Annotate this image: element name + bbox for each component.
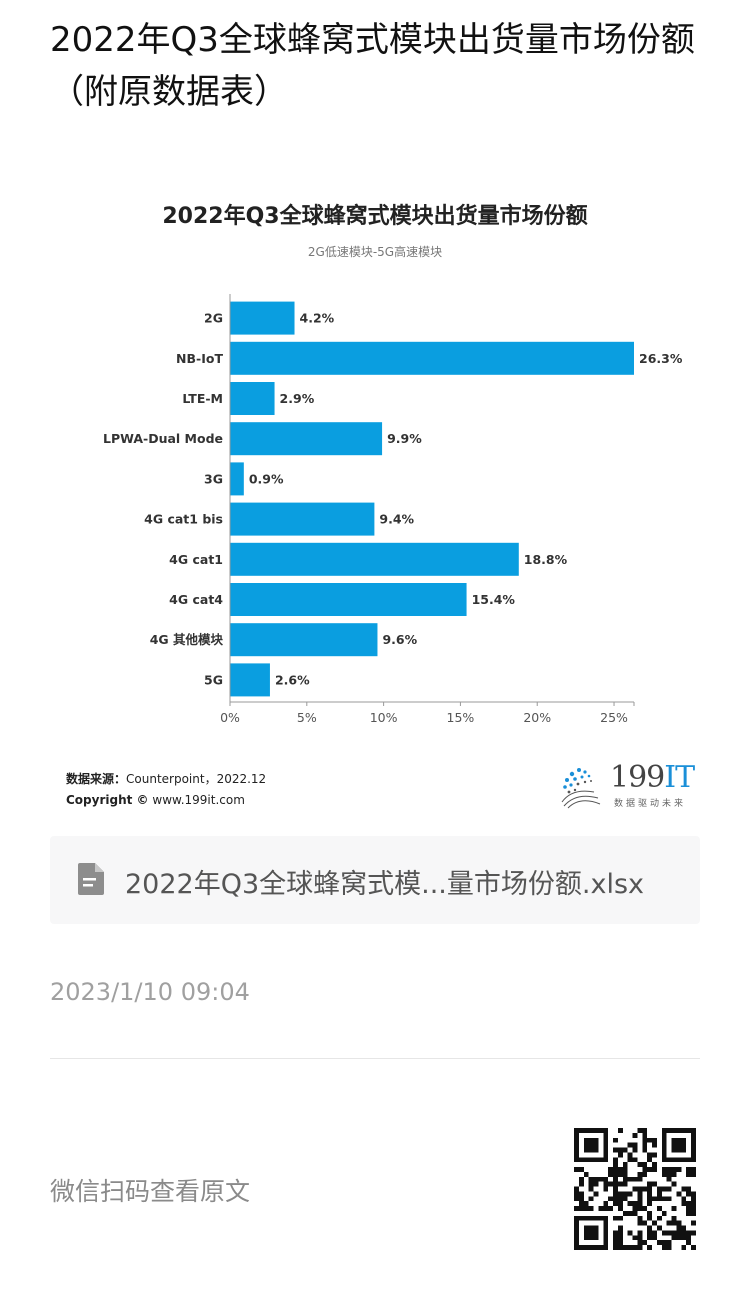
chart-subtitle: 2G低速模块-5G高速模块	[308, 244, 442, 259]
logo-dots-icon	[561, 768, 601, 809]
attachment-card[interactable]: 2022年Q3全球蜂窝式模...量市场份额.xlsx	[50, 836, 700, 924]
copyright-line: Copyright © www.199it.com	[66, 790, 266, 811]
chart-title: 2022年Q3全球蜂窝式模块出货量市场份额	[162, 203, 587, 229]
value-label: 2.9%	[280, 391, 315, 406]
bars-layer: 2G 4.2% NB-IoT 26.3% LTE-M 2.9% LPWA-Dual Mode…	[103, 301, 683, 697]
copyright-text: www.199it.com	[152, 793, 245, 807]
bar-2	[230, 382, 275, 415]
x-ticks-layer: 0% 5% 10% 15% 20% 25%	[220, 702, 635, 725]
category-label: 4G cat1	[169, 552, 223, 567]
bar-6	[230, 542, 519, 576]
value-label: 4.2%	[300, 311, 335, 326]
bar-3	[230, 422, 383, 456]
logo-text: 199IT	[610, 760, 695, 795]
value-label: 26.3%	[639, 351, 683, 366]
bar-0	[230, 301, 295, 335]
logo-199it: 199IT 数据驱动未来	[558, 760, 698, 810]
bar-7	[230, 583, 467, 616]
source-line: 数据来源：Counterpoint，2022.12	[66, 769, 266, 790]
logo-slogan: 数据驱动未来	[614, 799, 687, 809]
value-label: 18.8%	[524, 552, 568, 567]
category-label: 4G cat4	[169, 592, 223, 607]
value-label: 2.6%	[275, 672, 310, 687]
category-label: LTE-M	[182, 391, 223, 406]
bar-8	[230, 623, 378, 657]
category-label: 3G	[204, 471, 223, 486]
copyright-label: Copyright ©	[66, 793, 149, 807]
scan-to-view-text: 微信扫码查看原文	[50, 1177, 251, 1206]
bar-1	[230, 341, 634, 375]
x-tick-label: 5%	[297, 710, 317, 725]
bar-9	[230, 663, 270, 697]
category-label: LPWA-Dual Mode	[103, 431, 223, 446]
category-label: 4G cat1 bis	[144, 512, 223, 527]
value-label: 15.4%	[472, 592, 516, 607]
bar-5	[230, 502, 375, 536]
chart-svg: 2022年Q3全球蜂窝式模块出货量市场份额 2G低速模块-5G高速模块 2G 4.…	[103, 203, 683, 725]
publish-timestamp: 2023/1/10 09:04	[50, 978, 250, 1006]
category-label: 2G	[204, 311, 223, 326]
file-icon	[78, 863, 104, 895]
x-tick-label: 15%	[447, 710, 475, 725]
logo-number: 199	[610, 760, 665, 795]
value-label: 0.9%	[249, 471, 284, 486]
x-tick-label: 25%	[600, 710, 628, 725]
attachment-name: 2022年Q3全球蜂窝式模...量市场份额.xlsx	[125, 869, 644, 900]
x-tick-label: 10%	[370, 710, 398, 725]
source-block: 数据来源：Counterpoint，2022.12 Copyright © ww…	[66, 769, 266, 811]
x-tick-label: 0%	[220, 710, 240, 725]
source-text: Counterpoint，2022.12	[126, 772, 267, 786]
category-label: 5G	[204, 672, 223, 687]
category-label: 4G 其他模块	[150, 632, 224, 647]
divider	[50, 1058, 700, 1059]
source-label: 数据来源：	[66, 772, 127, 786]
category-label: NB-IoT	[176, 351, 223, 366]
logo-it: IT	[664, 760, 695, 795]
value-label: 9.9%	[387, 431, 422, 446]
value-label: 9.6%	[382, 632, 417, 647]
qr-code-icon[interactable]	[574, 1128, 696, 1250]
x-tick-label: 20%	[523, 710, 551, 725]
value-label: 9.4%	[379, 512, 414, 527]
bar-chart: 2022年Q3全球蜂窝式模块出货量市场份额 2G低速模块-5G高速模块 2G 4.…	[0, 180, 750, 820]
bar-4	[230, 462, 244, 496]
page-title: 2022年Q3全球蜂窝式模块出货量市场份额（附原数据表）	[50, 20, 695, 112]
